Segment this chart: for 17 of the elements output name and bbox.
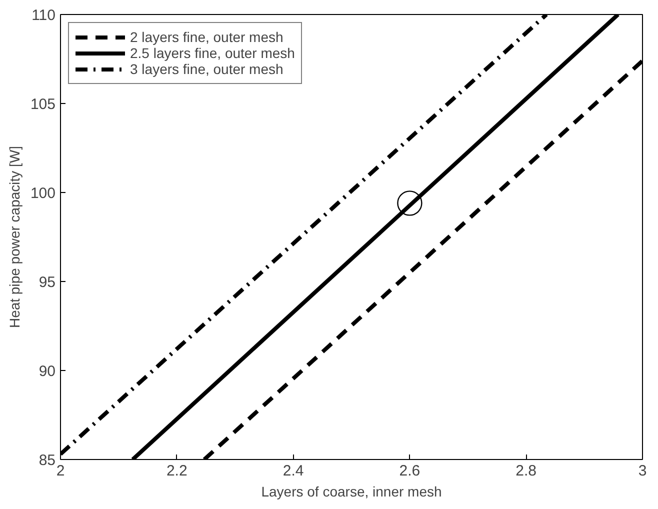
- x-tick-label: 2.6: [399, 462, 420, 480]
- y-tick-label: 110: [32, 7, 56, 24]
- legend-label: 3 layers fine, outer mesh: [130, 61, 284, 77]
- x-tick-label: 2.4: [282, 462, 304, 480]
- y-tick-label: 85: [38, 452, 56, 469]
- y-tick-label: 90: [38, 363, 56, 380]
- legend-label: 2.5 layers fine, outer mesh: [130, 45, 295, 61]
- y-tick-label: 105: [30, 96, 56, 113]
- x-tick-label: 2: [56, 462, 65, 480]
- x-axis-title: Layers of coarse, inner mesh: [261, 484, 442, 500]
- x-tick-label: 2.8: [516, 462, 537, 480]
- x-tick-label: 2.2: [166, 462, 188, 480]
- y-tick-label: 100: [30, 185, 56, 202]
- legend-label: 2 layers fine, outer mesh: [130, 29, 284, 45]
- y-tick-label: 95: [38, 274, 56, 291]
- y-axis-title: Heat pipe power capacity [W]: [6, 146, 22, 328]
- x-tick-label: 3: [638, 462, 647, 480]
